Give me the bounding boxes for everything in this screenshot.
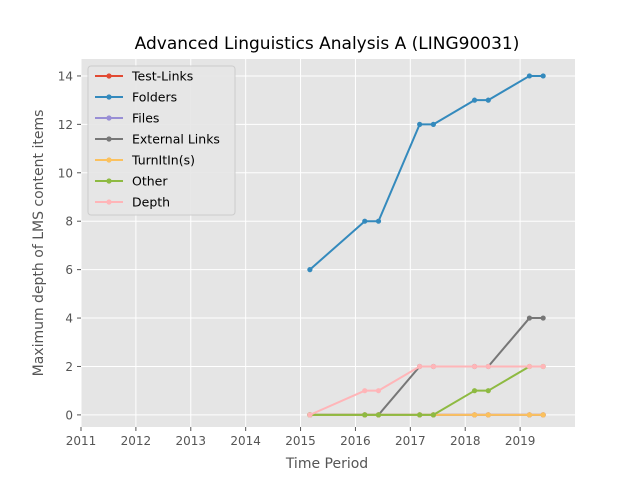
legend-item: Files bbox=[95, 111, 159, 126]
x-tick-label: 2017 bbox=[395, 434, 426, 448]
legend: Test-Links Folders Files External Links Turn… bbox=[87, 65, 236, 216]
data-point bbox=[430, 412, 436, 418]
data-point bbox=[362, 388, 368, 394]
data-point bbox=[307, 412, 313, 418]
data-point bbox=[526, 73, 533, 79]
legend-item: Other bbox=[95, 174, 168, 189]
x-tick-label: 2016 bbox=[340, 434, 371, 448]
legend-swatch-marker bbox=[106, 115, 112, 121]
series-folders bbox=[307, 73, 546, 273]
legend-swatch-marker bbox=[106, 94, 112, 100]
legend-label: Test-Links bbox=[131, 69, 193, 84]
legend-swatch-marker bbox=[106, 136, 112, 142]
data-point bbox=[540, 363, 546, 370]
data-point bbox=[471, 363, 478, 370]
x-axis-ticks: 2011 2012 2013 2014 2015 2016 2017 2018 2019 bbox=[66, 427, 536, 448]
y-tick-label: 12 bbox=[58, 118, 73, 132]
legend-item: Test-Links bbox=[95, 69, 193, 84]
legend-item: TurnItIn(s) bbox=[95, 153, 195, 168]
data-point bbox=[430, 363, 436, 370]
legend-swatch-marker bbox=[106, 199, 112, 205]
y-tick-label: 0 bbox=[65, 408, 73, 422]
series-layer bbox=[307, 73, 546, 418]
legend-item: Folders bbox=[95, 90, 177, 105]
chart-title: Advanced Linguistics Analysis A (LING900… bbox=[135, 34, 520, 54]
x-tick-label: 2011 bbox=[66, 434, 97, 448]
legend-label: External Links bbox=[132, 132, 220, 147]
legend-label: Files bbox=[132, 111, 159, 126]
data-point bbox=[307, 267, 313, 273]
data-point bbox=[417, 363, 423, 370]
legend-label: Other bbox=[132, 174, 168, 189]
legend-label: Depth bbox=[132, 195, 170, 210]
x-tick-label: 2014 bbox=[230, 434, 261, 448]
legend-label: Folders bbox=[132, 90, 177, 105]
data-point bbox=[375, 412, 382, 418]
data-point bbox=[417, 121, 423, 127]
legend-swatch-marker bbox=[106, 178, 112, 184]
y-tick-label: 8 bbox=[65, 215, 73, 229]
legend-frame bbox=[87, 65, 236, 216]
data-point bbox=[526, 363, 533, 370]
y-axis-label: Maximum depth of LMS content items bbox=[31, 110, 47, 377]
data-point bbox=[485, 412, 491, 418]
data-point bbox=[540, 412, 546, 418]
data-point bbox=[362, 218, 368, 224]
data-point bbox=[471, 412, 478, 418]
data-point bbox=[485, 388, 491, 394]
x-tick-label: 2018 bbox=[450, 434, 481, 448]
y-tick-label: 2 bbox=[65, 360, 73, 374]
data-point bbox=[430, 121, 436, 127]
x-axis-label: Time Period bbox=[285, 456, 368, 472]
legend-item: Depth bbox=[95, 195, 170, 210]
x-tick-label: 2019 bbox=[505, 434, 536, 448]
y-tick-label: 10 bbox=[58, 166, 73, 180]
data-point bbox=[485, 97, 491, 103]
y-tick-label: 4 bbox=[65, 312, 73, 326]
y-tick-label: 6 bbox=[65, 263, 73, 277]
data-point bbox=[471, 388, 478, 394]
series-depth bbox=[307, 363, 546, 418]
x-tick-label: 2012 bbox=[121, 434, 152, 448]
data-point bbox=[540, 73, 546, 79]
data-point bbox=[471, 97, 478, 103]
data-point bbox=[375, 388, 382, 394]
data-point bbox=[375, 218, 382, 224]
x-tick-label: 2013 bbox=[176, 434, 207, 448]
data-point bbox=[526, 315, 533, 321]
y-tick-label: 14 bbox=[58, 69, 73, 83]
data-point bbox=[362, 412, 368, 418]
data-point bbox=[540, 315, 546, 321]
data-point bbox=[526, 412, 533, 418]
legend-swatch-marker bbox=[106, 73, 112, 79]
legend-item: External Links bbox=[95, 132, 220, 147]
data-point bbox=[485, 363, 491, 370]
data-point bbox=[417, 412, 423, 418]
legend-swatch-marker bbox=[106, 157, 112, 163]
y-axis-ticks: 0 2 4 6 8 10 12 14 bbox=[58, 69, 81, 422]
legend-label: TurnItIn(s) bbox=[131, 153, 195, 168]
x-tick-label: 2015 bbox=[285, 434, 316, 448]
